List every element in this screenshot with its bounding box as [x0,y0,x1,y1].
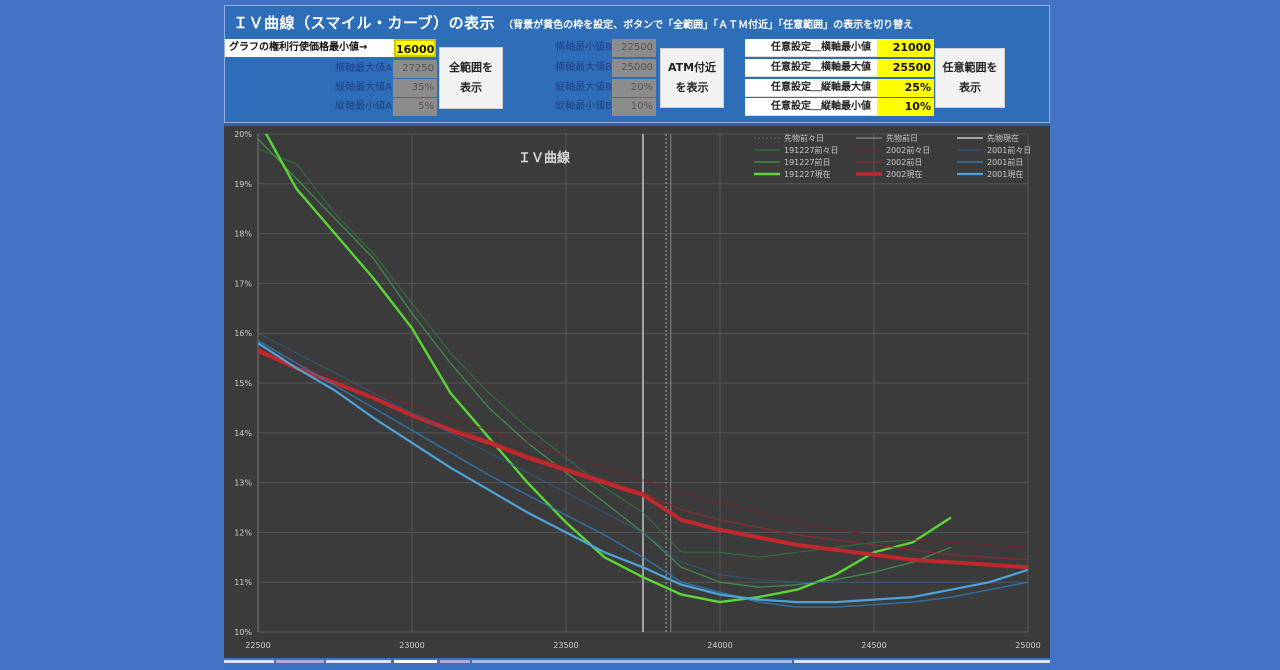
legend-label: 2002前日 [886,157,922,167]
custom-x-max-label: 任意設定＿横軸最大値 [745,59,877,77]
legend-label: 先物前々日 [784,133,824,143]
y-min-a-value: 5% [393,98,437,116]
series-line [264,134,952,604]
legend-label: 先物現在 [987,133,1019,143]
x-min-b-value: 22500 [612,39,656,57]
min-strike-input[interactable]: 16000 [394,39,436,57]
sheet-tab[interactable] [472,660,792,663]
button-label-line1: 任意範囲を [942,61,998,74]
y-tick-label: 19% [234,180,252,189]
x-tick-label: 24500 [861,641,886,650]
series-line [258,348,1028,570]
series-line [258,340,1028,608]
custom-y-min-label: 任意設定＿縦軸最小値 [745,98,877,116]
custom-x-max-input[interactable]: 25500 [877,59,934,77]
button-label-line1: ATM付近 [667,61,717,74]
custom-y-max-label: 任意設定＿縦軸最大値 [745,79,877,97]
series-line [258,347,1028,548]
chart-title: ＩＶ曲線 [518,150,571,166]
legend-label: 2001前々日 [987,145,1031,155]
x-tick-label: 22500 [245,641,270,650]
control-header: ＩＶ曲線（スマイル・カーブ）の表示 （背景が黄色の枠を設定、ボタンで「全範囲」「Ａ… [224,5,1050,123]
sheet-tab[interactable] [224,660,274,663]
y-tick-label: 11% [234,578,252,587]
sheet-tab[interactable] [440,660,470,663]
series-line [258,332,1028,583]
series-line [258,342,1028,604]
x-tick-label: 23000 [399,641,424,650]
button-label-line2: 表示 [959,81,981,94]
legend-label: 先物前日 [886,133,918,143]
series-line [258,138,952,588]
iv-smile-chart: 10% 11% 12% 13% 14% 15% 16% 17% 18% 19% 20% 22500 23… [224,126,1050,658]
y-tick-label: 12% [234,528,252,537]
series-line [258,148,913,558]
custom-y-max-input[interactable]: 25% [877,79,934,97]
button-label-line1: 全範囲を [449,61,493,74]
button-label-line2: を表示 [675,81,709,94]
x-max-a-label: 横軸最大値A [335,63,392,74]
y-min-b-value: 10% [612,98,656,116]
legend-label: 191227前日 [784,157,831,167]
x-min-b-label: 横軸最小値B [555,42,612,53]
legend-label: 191227現在 [784,169,831,179]
page-title: ＩＶ曲線（スマイル・カーブ）の表示 （背景が黄色の枠を設定、ボタンで「全範囲」「Ａ… [233,12,913,33]
legend-label: 2002前々日 [886,145,930,155]
x-max-b-value: 25000 [612,59,656,77]
min-strike-label: グラフの権利行使価格最小値→ [225,39,423,57]
custom-x-min-input[interactable]: 21000 [877,39,934,57]
sheet-tab[interactable] [326,660,391,663]
y-tick-label: 16% [234,329,252,338]
legend-label: 2001現在 [987,169,1023,179]
show-custom-range-button[interactable]: 任意範囲を 表示 [935,48,1005,108]
y-tick-label: 15% [234,379,252,388]
chart-canvas: 10% 11% 12% 13% 14% 15% 16% 17% 18% 19% 20% 22500 23… [234,130,1041,650]
sheet-tab[interactable] [276,660,324,663]
show-atm-range-button[interactable]: ATM付近 を表示 [660,48,724,108]
title-text: ＩＶ曲線（スマイル・カーブ）の表示 [233,14,496,32]
button-label-line2: 表示 [460,81,482,94]
sheet-tab[interactable] [794,660,1050,663]
title-subtitle: （背景が黄色の枠を設定、ボタンで「全範囲」「ＡＴＭ付近」「任意範囲」の表示を切り… [503,20,914,31]
y-tick-label: 10% [234,628,252,637]
y-tick-label: 14% [234,429,252,438]
x-tick-label: 24000 [707,641,732,650]
x-tick-label: 23500 [553,641,578,650]
show-full-range-button[interactable]: 全範囲を 表示 [439,47,503,109]
spreadsheet-area: ＩＶ曲線（スマイル・カーブ）の表示 （背景が黄色の枠を設定、ボタンで「全範囲」「Ａ… [224,5,1050,670]
y-max-a-label: 縦軸最大値A [335,82,392,93]
x-max-b-label: 横軸最大値B [555,62,612,73]
y-min-a-label: 縦軸最小値A [335,101,392,112]
custom-y-min-input[interactable]: 10% [877,98,934,116]
y-max-a-value: 35% [393,79,437,97]
sheet-tab-active[interactable] [394,660,437,663]
y-min-b-label: 縦軸最小値B [555,101,612,112]
y-tick-label: 18% [234,230,252,239]
y-tick-label: 13% [234,479,252,488]
y-tick-label: 17% [234,279,252,288]
legend-label: 2001前日 [987,157,1023,167]
y-max-b-label: 縦軸最大値B [555,82,612,93]
legend-label: 2002現在 [886,169,922,179]
sheet-tabs-strip [224,658,1050,670]
x-tick-label: 25000 [1015,641,1040,650]
legend-label: 191227前々日 [784,145,839,155]
x-max-a-value: 27250 [393,60,437,78]
y-tick-label: 20% [234,130,252,139]
y-max-b-value: 20% [612,79,656,97]
custom-x-min-label: 任意設定＿横軸最小値 [745,39,877,57]
